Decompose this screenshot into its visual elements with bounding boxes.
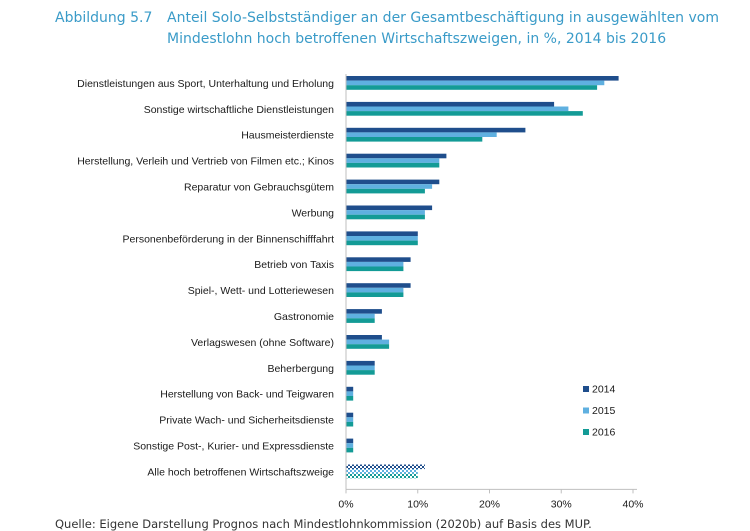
category-label: Herstellung, Verleih und Vertrieb von Fi… — [77, 156, 334, 168]
bar-2015-sonstige-wirtschaftliche-dienstleistungen — [346, 106, 569, 112]
category-label: Alle hoch betroffenen Wirtschaftszweige — [147, 466, 334, 478]
x-tick-label: 40% — [622, 498, 643, 510]
bar-2016-werbung — [346, 214, 425, 220]
bar-2015-reparatur-von-gebrauchsg-tem — [346, 184, 433, 189]
category-label: Dienstleistungen aus Sport, Unterhaltung… — [77, 78, 334, 90]
bar-2015-dienstleistungen-aus-sport-unterhaltung-und-erholung — [346, 80, 605, 86]
bar-2014-personenbef-rderung-in-der-binnenschifffahrt — [346, 231, 418, 236]
bar-2016-gastronomie — [346, 318, 375, 323]
bar-2016-dienstleistungen-aus-sport-unterhaltung-und-erholung — [346, 85, 598, 90]
bar-2015-hausmeisterdienste — [346, 132, 497, 137]
bar-2014-verlagswesen-ohne-software — [346, 335, 382, 340]
bar-2014-spiel-wett-und-lotteriewesen — [346, 283, 411, 288]
bar-2014-sonstige-wirtschaftliche-dienstleistungen — [346, 101, 555, 107]
bar-2014-herstellung-verleih-und-vertrieb-von-filmen-etc-kinos — [346, 153, 447, 159]
bar-2016-sonstige-post-kurier-und-expressdienste — [346, 447, 354, 453]
bar-2015-beherbergung — [346, 365, 375, 371]
legend-swatch-2015 — [583, 407, 589, 414]
category-label: Personenbeförderung in der Binnenschifff… — [122, 233, 334, 245]
bar-2014-private-wach-und-sicherheitsdienste — [346, 412, 354, 418]
category-labels: Dienstleistungen aus Sport, Unterhaltung… — [77, 78, 335, 478]
bar-2015-spiel-wett-und-lotteriewesen — [346, 287, 404, 293]
bar-2016-personenbef-rderung-in-der-binnenschifffahrt — [346, 240, 418, 246]
bar-2015-sonstige-post-kurier-und-expressdienste — [346, 443, 354, 448]
category-label: Herstellung von Back- und Teigwaren — [160, 389, 334, 401]
bar-2016-verlagswesen-ohne-software — [346, 344, 390, 349]
bar-2014-werbung — [346, 205, 433, 211]
bar-2015-private-wach-und-sicherheitsdienste — [346, 417, 354, 422]
bar-2016-alle-hoch-betroffenen-wirtschaftszweige — [346, 473, 418, 479]
bar-2014-gastronomie — [346, 309, 382, 314]
x-axis: 0% 10% 20% 30% 40% — [338, 74, 644, 510]
chart-title: Anteil Solo-Selbstständiger an der Gesam… — [167, 10, 719, 47]
bar-2015-herstellung-von-back-und-teigwaren — [346, 391, 354, 396]
bars-layer — [346, 76, 619, 479]
x-tick-label: 10% — [407, 498, 428, 510]
bar-2015-gastronomie — [346, 313, 375, 319]
x-tick-label: 20% — [479, 498, 500, 510]
bar-2015-betrieb-von-taxis — [346, 261, 404, 267]
bar-2016-private-wach-und-sicherheitsdienste — [346, 421, 354, 427]
category-label: Sonstige Post-, Kurier- und Expressdiens… — [133, 441, 334, 453]
category-label: Verlagswesen (ohne Software) — [191, 337, 334, 349]
bar-2014-sonstige-post-kurier-und-expressdienste — [346, 438, 354, 444]
legend-label-2014: 2014 — [592, 384, 616, 396]
category-label: Private Wach- und Sicherheitsdienste — [159, 415, 334, 427]
bar-2015-alle-hoch-betroffenen-wirtschaftszweige — [346, 469, 418, 474]
legend-swatch-2016 — [583, 429, 589, 435]
bar-2016-sonstige-wirtschaftliche-dienstleistungen — [346, 111, 583, 116]
bar-2014-betrieb-von-taxis — [346, 257, 411, 262]
category-label: Werbung — [292, 207, 335, 219]
bar-2016-reparatur-von-gebrauchsg-tem — [346, 188, 425, 194]
category-label: Beherbergung — [267, 363, 334, 375]
x-tick-label: 30% — [551, 498, 572, 510]
bar-2015-verlagswesen-ohne-software — [346, 339, 390, 345]
legend-label-2015: 2015 — [592, 405, 616, 417]
x-tick-label: 0% — [338, 498, 353, 510]
source-note: Quelle: Eigene Darstellung Prognos nach … — [55, 517, 592, 531]
bar-2014-dienstleistungen-aus-sport-unterhaltung-und-erholung — [346, 76, 619, 81]
figure-number: Abbildung 5.7 — [55, 10, 153, 26]
bar-2014-hausmeisterdienste — [346, 127, 526, 133]
bar-2016-herstellung-von-back-und-teigwaren — [346, 396, 354, 401]
category-label: Reparatur von Gebrauchsgütem — [184, 182, 334, 194]
bar-2016-spiel-wett-und-lotteriewesen — [346, 292, 404, 297]
bar-2015-herstellung-verleih-und-vertrieb-von-filmen-etc-kinos — [346, 158, 440, 163]
bar-2016-beherbergung — [346, 370, 375, 375]
legend-label-2016: 2016 — [592, 427, 616, 439]
bar-2016-herstellung-verleih-und-vertrieb-von-filmen-etc-kinos — [346, 162, 440, 168]
bar-2014-alle-hoch-betroffenen-wirtschaftszweige — [346, 464, 425, 470]
bar-2014-herstellung-von-back-und-teigwaren — [346, 386, 354, 392]
bar-2015-personenbef-rderung-in-der-binnenschifffahrt — [346, 236, 418, 241]
category-label: Hausmeisterdienste — [241, 130, 334, 142]
bar-2014-reparatur-von-gebrauchsg-tem — [346, 179, 440, 185]
bar-2014-beherbergung — [346, 360, 375, 366]
category-label: Betrieb von Taxis — [254, 259, 334, 271]
legend: 2014 2015 2016 — [583, 384, 616, 439]
bar-2016-betrieb-von-taxis — [346, 266, 404, 272]
category-label: Gastronomie — [274, 311, 334, 323]
bar-2016-hausmeisterdienste — [346, 137, 483, 142]
category-label: Sonstige wirtschaftliche Dienstleistunge… — [144, 104, 334, 116]
bar-2015-werbung — [346, 210, 425, 215]
legend-swatch-2014 — [583, 386, 589, 392]
category-label: Spiel-, Wett- und Lotteriewesen — [188, 285, 334, 297]
